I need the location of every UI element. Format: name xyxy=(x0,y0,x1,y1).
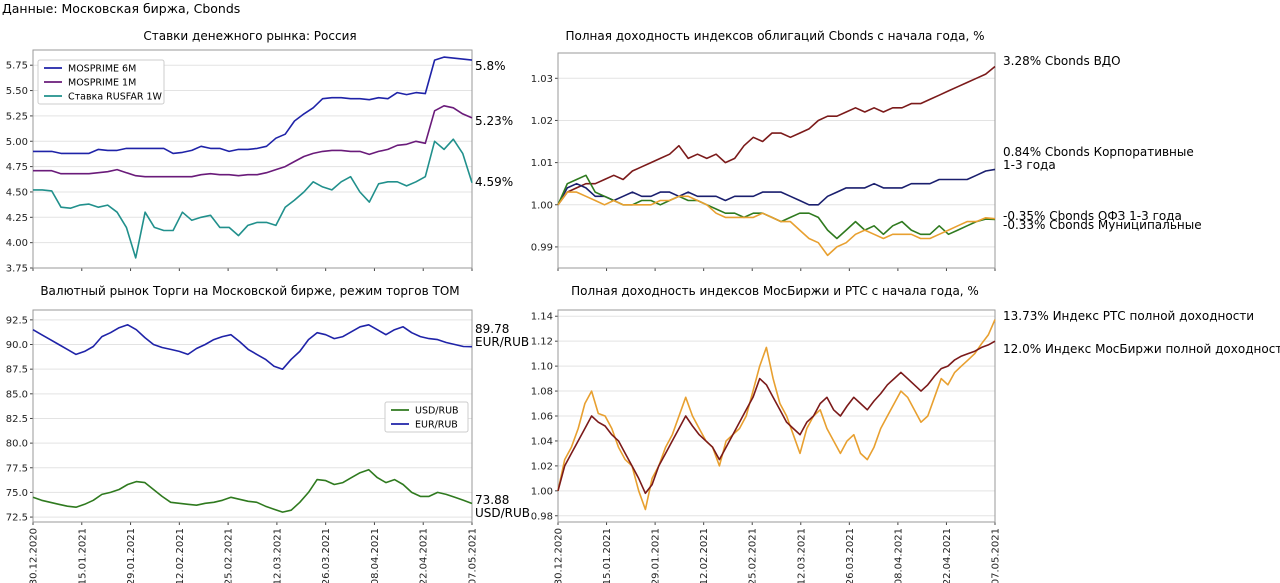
y-tick-label: 1.12 xyxy=(531,337,553,348)
x-tick-label: 12.03.2021 xyxy=(272,528,283,583)
series-line-3 xyxy=(557,174,996,240)
y-tick-label: 1.02 xyxy=(531,461,553,472)
y-tick-label: 92.5 xyxy=(6,315,28,326)
x-tick-label: 22.04.2021 xyxy=(942,528,953,583)
y-tick-label: 1.08 xyxy=(531,387,553,398)
plot-frame xyxy=(557,309,996,523)
legend-entry: USD/RUB xyxy=(415,406,459,417)
x-tick-label: 29.01.2021 xyxy=(126,528,137,583)
x-tick-label: 12.02.2021 xyxy=(699,528,710,583)
x-tick-label: 15.01.2021 xyxy=(602,528,613,583)
series-end-label: 5.23% xyxy=(475,114,513,128)
y-tick-label: 82.5 xyxy=(6,414,28,425)
source-note: Данные: Московская биржа, Cbonds xyxy=(2,1,241,16)
series-end-label: 3.28% Cbonds ВДО xyxy=(1003,54,1121,68)
y-tick-label: 5.00 xyxy=(6,137,28,148)
y-tick-label: 4.75 xyxy=(6,162,28,173)
y-tick-label: 5.25 xyxy=(6,111,28,122)
x-tick-label: 26.03.2021 xyxy=(321,528,332,583)
x-tick-label: 29.01.2021 xyxy=(651,528,662,583)
series-line-4 xyxy=(557,191,996,257)
series-line-2 xyxy=(557,168,996,206)
y-tick-label: 90.0 xyxy=(6,340,28,351)
y-tick-label: 85.0 xyxy=(6,389,28,400)
series-end-label: 5.8% xyxy=(475,59,506,73)
y-tick-label: 3.75 xyxy=(6,264,28,275)
y-tick-label: 1.01 xyxy=(531,158,553,169)
series-end-label: -0.35% Cbonds ОФЗ 1-3 года xyxy=(1003,209,1182,223)
y-tick-label: 1.04 xyxy=(531,436,553,447)
series-end-label: USD/RUB xyxy=(475,506,530,520)
y-tick-label: 1.03 xyxy=(531,74,553,85)
series-line-2 xyxy=(32,323,473,371)
chart-panel-3: 72.5 75.0 77.5 80.0 82.5 85.0 87.5 90.0 92.5 30.1… xyxy=(6,284,530,583)
x-tick-label: 12.02.2021 xyxy=(175,528,186,583)
y-tick-label: 75.0 xyxy=(6,488,28,499)
x-tick-label: 12.03.2021 xyxy=(796,528,807,583)
chart-title: Ставки денежного рынка: Россия xyxy=(143,29,356,43)
legend-entry: MOSPRIME 6M xyxy=(68,64,136,75)
x-tick-label: 15.01.2021 xyxy=(77,528,88,583)
series-end-label: -0.33% Cbonds Муниципальные xyxy=(1003,218,1202,232)
chart-panel-4: 0.98 1.00 1.02 1.04 1.06 1.08 1.10 1.12 1.14 30.1… xyxy=(531,284,1280,583)
plot-frame xyxy=(557,52,996,269)
series-line-1 xyxy=(557,319,996,511)
chart-legend: MOSPRIME 6M MOSPRIME 1M Ставка RUSFAR 1W xyxy=(37,59,165,105)
series-line-2 xyxy=(33,105,473,178)
y-tick-label: 0.99 xyxy=(531,242,553,253)
plot-frame xyxy=(32,49,473,269)
x-tick-label: 26.03.2021 xyxy=(845,528,856,583)
x-tick-label: 08.04.2021 xyxy=(370,528,381,583)
y-tick-label: 1.00 xyxy=(531,200,553,211)
y-tick-label: 77.5 xyxy=(6,463,28,474)
x-tick-label: 30.12.2020 xyxy=(554,528,565,583)
y-tick-label: 1.06 xyxy=(531,412,553,423)
x-tick-label: 25.02.2021 xyxy=(224,528,235,583)
chart-panel-2: 0.99 1.00 1.01 1.02 1.03 Полная доходность ин… xyxy=(531,29,1202,271)
chart-legend: USD/RUB EUR/RUB xyxy=(384,401,469,433)
x-tick-label: 08.04.2021 xyxy=(893,528,904,583)
legend-entry: MOSPRIME 1M xyxy=(68,78,136,89)
chart-title: Полная доходность индексов облигаций Cbo… xyxy=(565,29,984,43)
series-line-1 xyxy=(32,468,473,513)
chart-title: Валютный рынок Торги на Московской бирже… xyxy=(40,284,459,298)
legend-entry: Ставка RUSFAR 1W xyxy=(68,92,163,103)
series-line-3 xyxy=(33,138,473,259)
y-tick-label: 87.5 xyxy=(6,365,28,376)
y-tick-label: 4.50 xyxy=(6,187,28,198)
chart-panel-1: 3.75 4.00 4.25 4.50 4.75 5.00 5.25 5.50 5.75 Став… xyxy=(6,29,513,275)
legend-entry: EUR/RUB xyxy=(415,420,458,431)
series-end-label: 73.88 xyxy=(475,493,509,507)
series-line-2 xyxy=(557,340,996,495)
y-tick-label: 5.75 xyxy=(6,61,28,72)
series-end-label: 12.0% Индекс МосБиржи полной доходности xyxy=(1003,342,1280,356)
y-tick-label: 80.0 xyxy=(6,439,28,450)
y-tick-label: 1.10 xyxy=(531,362,553,373)
series-end-label: 1-3 года xyxy=(1003,158,1056,172)
y-tick-label: 1.02 xyxy=(531,116,553,127)
series-end-label: 4.59% xyxy=(475,175,513,189)
plot-frame xyxy=(32,309,473,523)
x-tick-label: 22.04.2021 xyxy=(419,528,430,583)
series-end-label: 0.84% Cbonds Корпоративные xyxy=(1003,145,1194,159)
series-end-label: EUR/RUB xyxy=(475,335,529,349)
x-tick-label: 07.05.2021 xyxy=(991,528,1002,583)
y-tick-label: 4.00 xyxy=(6,238,28,249)
y-tick-label: 0.98 xyxy=(531,511,553,522)
chart-title: Полная доходность индексов МосБиржи и РТ… xyxy=(571,284,979,298)
y-tick-label: 72.5 xyxy=(6,513,28,524)
y-tick-label: 5.50 xyxy=(6,86,28,97)
x-tick-label: 25.02.2021 xyxy=(748,528,759,583)
x-tick-label: 30.12.2020 xyxy=(29,528,40,583)
series-end-label: 89.78 xyxy=(475,322,509,336)
legend-box xyxy=(37,59,165,105)
series-line-1 xyxy=(557,65,996,206)
series-end-label: 13.73% Индекс РТС полной доходности xyxy=(1003,309,1254,323)
series-line-1 xyxy=(33,56,473,155)
x-tick-label: 07.05.2021 xyxy=(468,528,479,583)
y-tick-label: 1.00 xyxy=(531,486,553,497)
y-tick-label: 4.25 xyxy=(6,213,28,224)
y-tick-label: 1.14 xyxy=(531,312,553,323)
